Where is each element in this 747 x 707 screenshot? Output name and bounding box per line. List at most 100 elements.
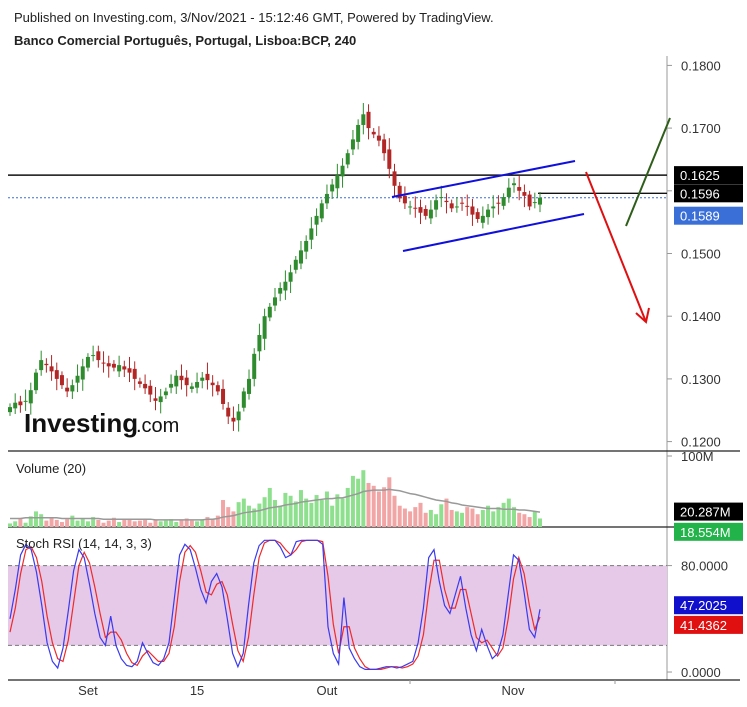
candle-up — [39, 360, 44, 371]
candle-down — [418, 207, 423, 213]
volume-bar — [402, 508, 407, 527]
candle-up — [262, 316, 267, 339]
volume-bar — [439, 504, 444, 527]
candle-down — [127, 368, 132, 373]
candle-down — [382, 139, 387, 154]
volume-bar — [340, 498, 345, 527]
volume-bar — [184, 518, 189, 527]
stoch-overbought-oversold-band — [8, 565, 667, 646]
volume-bar — [33, 511, 38, 527]
volume-bar — [18, 518, 23, 527]
volume-bar — [449, 509, 454, 527]
candle-up — [439, 197, 444, 199]
candle-down — [376, 135, 381, 141]
candle-up — [33, 372, 38, 391]
candle-down — [444, 200, 449, 203]
volume-bar — [304, 498, 309, 527]
price-tick-label: 0.1500 — [681, 247, 721, 262]
svg-text:Investing: Investing — [24, 408, 138, 438]
volume-ma-tag — [674, 522, 743, 541]
candle-down — [49, 366, 54, 372]
volume-bar — [460, 512, 465, 527]
candle-up — [330, 184, 335, 192]
candle-down — [231, 417, 236, 422]
candle-up — [75, 375, 80, 383]
candle-down — [59, 375, 64, 386]
published-caption: Published on Investing.com, 3/Nov/2021 -… — [14, 10, 494, 25]
level-tag — [674, 184, 743, 203]
candle-down — [179, 375, 184, 381]
volume-bar — [293, 501, 298, 527]
candle-up — [174, 375, 179, 387]
volume-bar — [231, 511, 236, 527]
candle-down — [470, 206, 475, 215]
candle-down — [101, 362, 106, 364]
stoch-d-tag-text: 41.4362 — [680, 618, 727, 633]
price-tick-label: 0.1400 — [681, 309, 721, 324]
stoch-k-tag — [674, 596, 743, 615]
time-axis: Set 15 Out Nov — [78, 680, 616, 698]
volume-bar — [210, 519, 215, 527]
candle-up — [361, 114, 366, 125]
volume-bar — [434, 514, 439, 527]
volume-bar — [247, 505, 252, 527]
volume-bar — [392, 495, 397, 527]
candle-down — [527, 194, 532, 207]
candle-down — [65, 387, 70, 392]
candle-down — [413, 207, 418, 209]
last-price-tag — [674, 206, 743, 225]
volume-bar — [101, 522, 106, 527]
volume-bar — [496, 507, 501, 527]
volume-bar — [319, 500, 324, 527]
candle-down — [221, 388, 226, 404]
candle-down — [475, 212, 480, 220]
candle-down — [106, 363, 111, 367]
volume-bar — [28, 516, 33, 527]
volume-bar — [8, 523, 12, 527]
candle-up — [356, 124, 361, 142]
volume-bar — [127, 519, 132, 527]
candle-up — [241, 391, 246, 408]
candle-up — [335, 175, 340, 189]
volume-bar — [522, 514, 527, 527]
candle-down — [371, 131, 376, 135]
volume-bar — [273, 500, 277, 527]
candle-up — [80, 366, 85, 380]
volume-bar — [501, 502, 506, 527]
volume-bar — [428, 509, 433, 527]
candle-up — [169, 383, 174, 388]
volume-bar — [205, 517, 210, 527]
candle-down — [153, 398, 158, 401]
volume-bar — [309, 502, 314, 527]
candle-up — [298, 250, 303, 264]
volume-bar — [527, 517, 532, 527]
stoch-tick-label: 0.0000 — [681, 665, 721, 680]
candle-down — [226, 407, 231, 417]
candle-up — [454, 206, 459, 208]
time-tick-label: Nov — [501, 683, 525, 698]
volume-bar — [470, 508, 475, 527]
candle-up — [501, 197, 506, 206]
price-tick-label: 0.1300 — [681, 372, 721, 387]
volume-bar — [200, 519, 205, 527]
volume-bar — [137, 520, 142, 527]
volume-bar — [122, 519, 127, 527]
volume-bar — [376, 491, 381, 527]
candle-up — [163, 391, 168, 396]
candle-down — [184, 377, 189, 386]
volume-bar — [49, 517, 54, 527]
volume-bar — [278, 505, 283, 527]
level-tag-text: 0.1596 — [680, 186, 720, 201]
volume-bar — [366, 482, 371, 527]
last-price-tag-text: 0.1589 — [680, 209, 720, 224]
volume-bar — [169, 519, 174, 527]
volume-bar — [158, 521, 163, 527]
candle-up — [309, 228, 314, 240]
volume-bar — [195, 521, 200, 527]
candlestick-series — [8, 103, 542, 432]
candle-up — [252, 353, 257, 379]
candle-up — [189, 386, 194, 389]
candle-down — [522, 192, 527, 196]
arrow-up-line — [625, 117, 671, 227]
candle-up — [345, 153, 350, 165]
